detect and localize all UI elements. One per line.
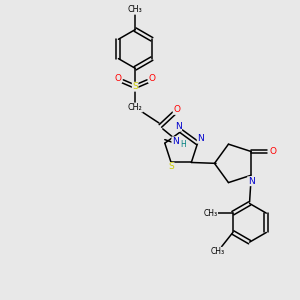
Text: O: O <box>173 105 180 114</box>
Text: S: S <box>168 162 174 171</box>
Text: H: H <box>180 140 186 149</box>
Text: CH₃: CH₃ <box>203 209 218 218</box>
Text: N: N <box>197 134 204 143</box>
Text: O: O <box>270 147 277 156</box>
Text: CH₂: CH₂ <box>128 103 142 112</box>
Text: O: O <box>115 74 122 83</box>
Text: CH₃: CH₃ <box>128 5 142 14</box>
Text: N: N <box>172 137 178 146</box>
Text: O: O <box>148 74 156 83</box>
Text: CH₃: CH₃ <box>210 247 224 256</box>
Text: N: N <box>248 177 254 186</box>
Text: N: N <box>175 122 181 131</box>
Text: S: S <box>132 82 138 91</box>
